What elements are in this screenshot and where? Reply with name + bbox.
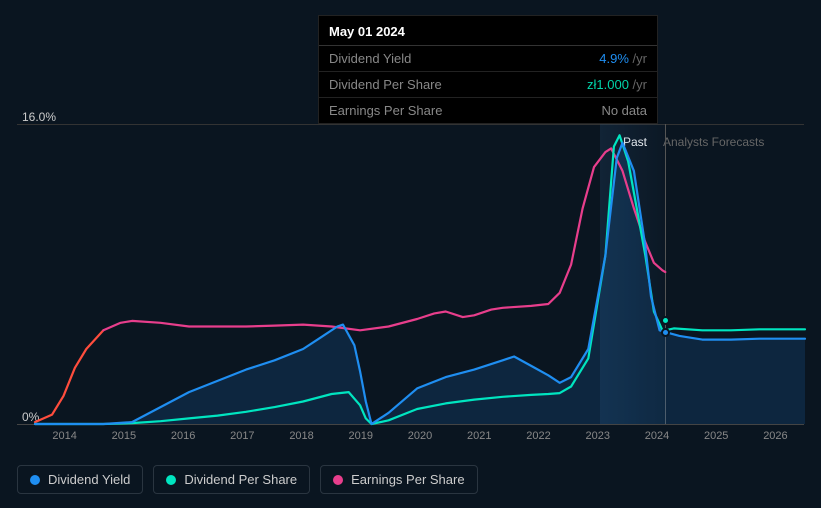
legend-item-earnings-per-share[interactable]: Earnings Per Share [320, 465, 477, 494]
dividend-chart: May 01 2024 Dividend Yield4.9% /yrDivide… [0, 0, 821, 508]
x-tick: 2018 [272, 430, 331, 442]
tooltip-row-value: zł1.000 /yr [587, 77, 647, 92]
legend-dot-icon [166, 475, 176, 485]
y-axis-max: 16.0% [22, 110, 56, 124]
chart-tooltip: May 01 2024 Dividend Yield4.9% /yrDivide… [318, 15, 658, 124]
x-tick: 2024 [627, 430, 686, 442]
tooltip-row: Earnings Per ShareNo data [319, 98, 657, 123]
x-tick: 2015 [94, 430, 153, 442]
legend-dot-icon [333, 475, 343, 485]
legend-dot-icon [30, 475, 40, 485]
legend: Dividend Yield Dividend Per Share Earnings… [17, 465, 478, 494]
x-axis-line [17, 424, 804, 425]
x-tick: 2017 [213, 430, 272, 442]
x-tick: 2014 [35, 430, 94, 442]
legend-label: Dividend Yield [48, 472, 130, 487]
chart-lines [35, 124, 805, 424]
x-tick: 2026 [746, 430, 805, 442]
chart-plot-area[interactable] [35, 124, 805, 424]
tooltip-row-label: Dividend Yield [329, 51, 599, 66]
x-tick: 2021 [450, 430, 509, 442]
legend-item-dividend-per-share[interactable]: Dividend Per Share [153, 465, 310, 494]
legend-label: Dividend Per Share [184, 472, 297, 487]
legend-label: Earnings Per Share [351, 472, 464, 487]
legend-item-dividend-yield[interactable]: Dividend Yield [17, 465, 143, 494]
tooltip-row-label: Earnings Per Share [329, 103, 601, 118]
x-tick: 2019 [331, 430, 390, 442]
tooltip-row: Dividend Per Sharezł1.000 /yr [319, 72, 657, 98]
x-tick: 2020 [390, 430, 449, 442]
x-tick: 2016 [153, 430, 212, 442]
tooltip-row-label: Dividend Per Share [329, 77, 587, 92]
x-axis: 2014201520162017201820192020202120222023… [35, 430, 805, 442]
tooltip-row-value: 4.9% /yr [599, 51, 647, 66]
tooltip-date: May 01 2024 [319, 16, 657, 46]
x-tick: 2022 [509, 430, 568, 442]
x-tick: 2023 [568, 430, 627, 442]
x-tick: 2025 [687, 430, 746, 442]
tooltip-row: Dividend Yield4.9% /yr [319, 46, 657, 72]
tooltip-row-value: No data [601, 103, 647, 118]
series-marker [661, 328, 670, 337]
